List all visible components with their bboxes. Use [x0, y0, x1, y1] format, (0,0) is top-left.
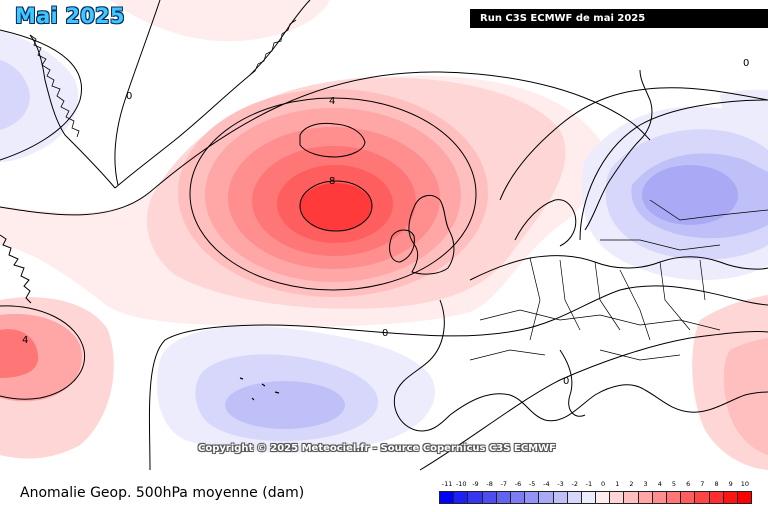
legend-swatch	[509, 491, 526, 504]
legend-tick-label: 9	[728, 480, 733, 488]
british-isles-coast	[389, 194, 455, 275]
borders	[469, 199, 768, 361]
legend-tick-label: -7	[500, 480, 508, 488]
contour-0-dam-med	[419, 330, 768, 471]
legend-tick-label: 1	[615, 480, 620, 488]
anomaly-fill-azores-2	[225, 381, 345, 429]
legend-swatch	[637, 491, 653, 504]
scandinavia-coast	[499, 69, 768, 247]
legend-tick-label: 0	[601, 480, 606, 488]
legend-tick-label: -10	[455, 480, 467, 488]
legend-tick-label: -3	[557, 480, 564, 488]
legend-tick-label: 6	[686, 480, 691, 488]
legend-swatch	[453, 491, 469, 504]
legend-swatch	[566, 491, 582, 504]
legend-tick-label: 10	[740, 480, 750, 488]
contour-lines	[0, 0, 768, 471]
azores-islands	[239, 377, 280, 401]
anomaly-fill-scandinavia-3	[642, 165, 738, 225]
anomaly-fill-north-atlantic-7	[300, 183, 372, 231]
map-caption: Anomalie Geop. 500hPa moyenne (dam)	[20, 485, 305, 501]
legend-swatch	[524, 491, 540, 504]
contour-0-dam-mid	[148, 285, 768, 471]
contour-0-dam-canada	[0, 29, 82, 161]
anomaly-map: 0 4 8 0 0 4 0	[0, 0, 768, 472]
anomaly-fill-canada-1	[0, 60, 30, 130]
legend-tick-label: -5	[528, 480, 536, 488]
legend-swatch	[552, 491, 568, 504]
contour-label: 0	[382, 328, 388, 339]
anomaly-fill-west-atlantic-2	[0, 329, 39, 378]
contour-4-dam-west	[0, 305, 86, 400]
contour-labels: 0 4 8 0 0 4 0	[22, 58, 749, 387]
legend-tick-label: 2	[629, 480, 634, 488]
legend-tick-label: -8	[486, 480, 493, 488]
contour-label: 4	[329, 96, 335, 107]
contour-label: 0	[743, 58, 749, 69]
legend-swatch	[680, 491, 696, 504]
legend-tick-label: 8	[714, 480, 719, 488]
legend-tick-label: -4	[543, 480, 550, 488]
positive-anomaly-areas	[0, 0, 768, 470]
legend-tick-label: 3	[643, 480, 648, 488]
legend-tick-label: 4	[657, 480, 662, 488]
legend-swatch	[595, 491, 611, 504]
legend-tick-label: 7	[700, 480, 705, 488]
contour-label: 8	[329, 176, 335, 187]
color-scale-legend	[439, 491, 753, 504]
legend-tick-labels: -11 -10 -9 -8 -7 -6 -5 -4 -3 -2 -1 0 1 2 3 4 5 6 7 8 9 10	[440, 480, 752, 490]
iceland-coast	[299, 122, 366, 158]
map-title: Mai 2025	[15, 4, 125, 28]
legend-swatch	[538, 491, 554, 504]
legend-tick-label: -6	[514, 480, 522, 488]
map-footer: Anomalie Geop. 500hPa moyenne (dam) -11-…	[0, 472, 768, 512]
run-banner: Run C3S ECMWF de mai 2025	[470, 9, 768, 28]
legend-swatch	[495, 491, 511, 504]
legend-swatch	[580, 491, 597, 504]
legend-swatch	[694, 491, 710, 504]
legend-swatch	[623, 491, 639, 504]
contour-0-dam-scandinavia	[579, 99, 768, 241]
legend-swatch	[708, 491, 724, 504]
legend-tick-label: -1	[585, 480, 593, 488]
contour-0-dam-north	[0, 71, 651, 216]
legend-swatch	[666, 491, 682, 504]
anomaly-fill-arctic-right	[720, 89, 768, 126]
contour-4-dam	[189, 97, 477, 291]
legend-swatch	[439, 491, 455, 504]
north-america-coast	[0, 234, 32, 304]
legend-swatch	[481, 491, 497, 504]
greenland-coast-jagged	[29, 19, 297, 138]
legend-tick-label: -9	[472, 480, 479, 488]
legend-tick-label: -2	[571, 480, 578, 488]
legend-swatch	[736, 491, 753, 504]
anomaly-fill-east-med-2	[723, 338, 768, 455]
continent-coast	[393, 255, 768, 432]
legend-tick-label: 5	[671, 480, 677, 488]
contour-label: 0	[126, 91, 132, 102]
contour-8-dam	[299, 180, 373, 232]
contour-0-dam-greenland	[114, 0, 161, 186]
legend-swatch	[722, 491, 738, 504]
copyright-notice: Copyright © 2025 Meteociel.fr - Source C…	[198, 443, 556, 454]
legend-tick-label: -11	[441, 480, 453, 488]
contour-label: 0	[563, 376, 569, 387]
coastlines	[0, 0, 768, 432]
legend-swatch	[467, 491, 483, 504]
contour-label: 4	[22, 335, 28, 346]
greenland-coast	[29, 0, 311, 189]
anomaly-fill-greenland-top	[110, 0, 330, 42]
legend-swatch	[609, 491, 625, 504]
legend-swatch	[651, 491, 667, 504]
